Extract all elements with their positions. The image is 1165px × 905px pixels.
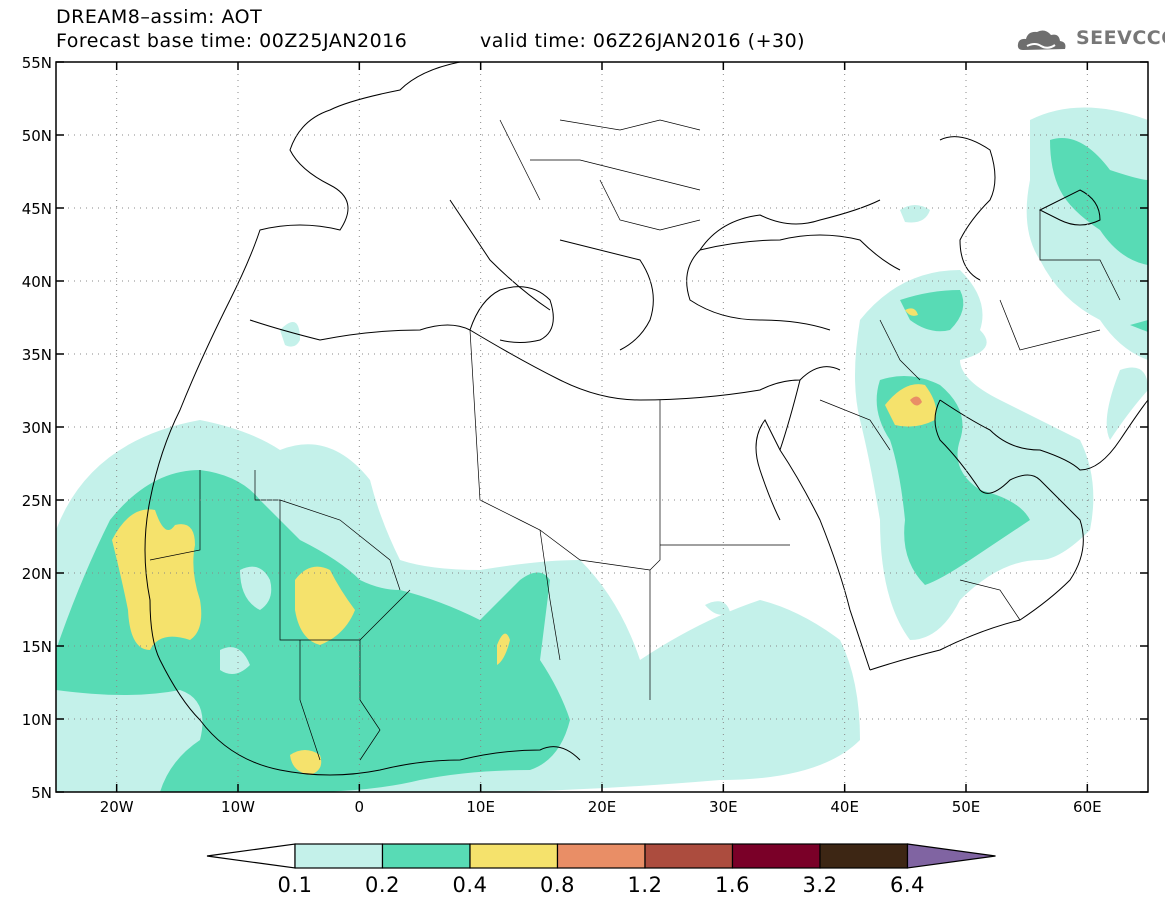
aot-level-0.8: [910, 396, 922, 406]
lon-tick-label: 40E: [830, 798, 859, 816]
lon-tick-label: 50E: [952, 798, 981, 816]
lat-tick-label: 40N: [22, 273, 52, 291]
colorbar-label: 0.4: [452, 873, 488, 897]
aot-contours: [56, 107, 1148, 792]
lon-tick-label: 10E: [466, 798, 495, 816]
map-axes: 55N 50N 45N 40N 35N 30N 25N 20N 15N 10N 5N 20W 10W 0 1…: [22, 54, 1148, 816]
valid-time-label: valid time: 06Z26JAN2016 (+30): [480, 30, 806, 52]
lat-tick-label: 20N: [22, 565, 52, 583]
colorbar-swatch: [819, 843, 909, 869]
lat-tick-label: 5N: [31, 784, 52, 802]
colorbar-label: 0.1: [277, 873, 313, 897]
colorbar-low-arrow: [206, 843, 296, 869]
logo-text: SEEVCCC: [1076, 27, 1165, 49]
colorbar-label: 1.6: [715, 873, 750, 897]
map-grid: [56, 62, 1148, 792]
base-time-label: Forecast base time: 00Z25JAN2016: [56, 30, 408, 52]
colorbar-swatch: [644, 843, 734, 869]
cloud-icon: [1017, 30, 1066, 50]
lat-tick-label: 35N: [22, 346, 52, 364]
colorbar-label: 0.2: [365, 873, 400, 897]
colorbar-swatch: [381, 843, 471, 869]
colorbar-swatch: [294, 843, 384, 869]
lat-tick-label: 30N: [22, 419, 52, 437]
lon-tick-label: 10W: [221, 798, 255, 816]
lon-tick-label: 60E: [1073, 798, 1102, 816]
lat-tick-label: 50N: [22, 127, 52, 145]
lat-tick-label: 15N: [22, 638, 52, 656]
map-title: DREAM8–assim: AOT: [56, 6, 263, 28]
coastlines: [144, 62, 1148, 776]
lon-tick-label: 0: [355, 798, 365, 816]
lon-tick-label: 30E: [709, 798, 738, 816]
colorbar: [206, 843, 996, 869]
lat-tick-label: 45N: [22, 200, 52, 218]
lon-tick-label: 20W: [100, 798, 134, 816]
colorbar-label: 1.2: [627, 873, 663, 897]
colorbar-label: 0.8: [540, 873, 575, 897]
colorbar-swatch: [556, 843, 646, 869]
colorbar-swatch: [731, 843, 821, 869]
colorbar-high-arrow: [906, 843, 996, 869]
country-borders: [149, 119, 1121, 761]
colorbar-swatch: [469, 843, 559, 869]
colorbar-label: 6.4: [890, 873, 925, 897]
aot-level-0.4: [112, 308, 937, 775]
lon-tick-label: 20E: [588, 798, 617, 816]
lat-tick-label: 25N: [22, 492, 52, 510]
lat-tick-label: 10N: [22, 711, 52, 729]
colorbar-label: 3.2: [802, 873, 838, 897]
lat-tick-label: 55N: [22, 54, 52, 72]
